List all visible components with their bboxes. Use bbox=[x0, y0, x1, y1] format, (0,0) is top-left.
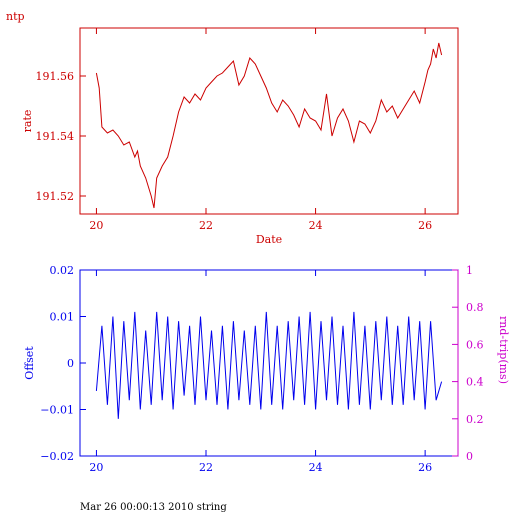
offset-x-tick-label: 24 bbox=[309, 461, 323, 474]
rtt-y-tick-label: 0.4 bbox=[466, 376, 484, 389]
rate-y-tick-label: 191.54 bbox=[36, 130, 75, 143]
rate-x-axis-label: Date bbox=[256, 233, 282, 246]
offset-x-tick-label: 22 bbox=[199, 461, 213, 474]
rate-y-tick-label: 191.56 bbox=[36, 70, 75, 83]
offset-y-tick-label: 0.02 bbox=[50, 264, 75, 277]
rate-x-tick-label: 26 bbox=[418, 219, 432, 232]
rtt-y-tick-label: 0.2 bbox=[466, 413, 484, 426]
header-label: ntp bbox=[6, 10, 25, 23]
offset-y-ticks: −0.02 −0.01 0 0.01 0.02 bbox=[40, 264, 86, 463]
offset-y-tick-label: 0.01 bbox=[50, 311, 75, 324]
offset-x-tick-label: 20 bbox=[89, 461, 103, 474]
footer-timestamp: Mar 26 00:00:13 2010 string bbox=[80, 502, 227, 512]
rate-plot-frame bbox=[79, 27, 459, 215]
offset-y-tick-label: −0.01 bbox=[40, 404, 74, 417]
rate-y-ticks: 191.52 191.54 191.56 bbox=[36, 70, 86, 203]
offset-x-tick-label: 26 bbox=[418, 461, 432, 474]
rate-chart: 20 22 24 26 191.52 191.54 191.56 Date rate bbox=[21, 27, 459, 246]
rate-series-line bbox=[95, 42, 443, 209]
offset-y-tick-label: −0.02 bbox=[40, 450, 74, 463]
rtt-y-tick-label: 0 bbox=[466, 450, 473, 463]
rate-y-axis-label: rate bbox=[21, 110, 34, 133]
rate-x-ticks: 20 22 24 26 bbox=[89, 28, 432, 232]
rate-y-tick-label: 191.52 bbox=[36, 190, 75, 203]
offset-y-tick-label: 0 bbox=[67, 357, 74, 370]
rtt-y-tick-label: 0.8 bbox=[466, 301, 484, 314]
rtt-y-ticks: 0 0.2 0.4 0.6 0.8 1 bbox=[452, 264, 484, 463]
rate-x-tick-label: 20 bbox=[89, 219, 103, 232]
rtt-y-tick-label: 1 bbox=[466, 264, 473, 277]
offset-x-ticks: 20 22 24 26 bbox=[89, 270, 432, 474]
rtt-y-axis-label: rnd-trip(ms) bbox=[497, 316, 510, 384]
rate-x-tick-label: 24 bbox=[309, 219, 323, 232]
offset-series-line bbox=[95, 311, 443, 419]
rate-x-tick-label: 22 bbox=[199, 219, 213, 232]
rtt-y-tick-label: 0.6 bbox=[466, 338, 484, 351]
offset-y-axis-label: Offset bbox=[23, 346, 36, 380]
